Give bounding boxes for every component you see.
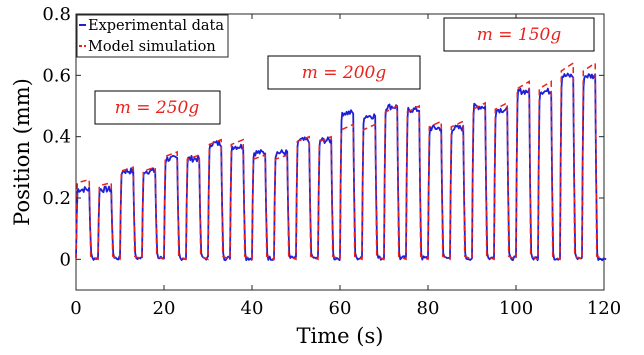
y-axis-label: Position (mm)	[10, 78, 34, 226]
annotation-text: m = 250g	[115, 98, 200, 118]
legend-box	[76, 14, 229, 58]
series-layer	[75, 61, 607, 262]
x-tick-label: 100	[499, 298, 533, 319]
annotation-150g: m = 150g	[443, 17, 595, 52]
x-tick-label: 20	[153, 298, 176, 319]
y-axis: 0 0.2 0.4 0.6 0.8	[42, 4, 604, 270]
y-tick-label: 0	[60, 249, 71, 270]
y-tick-label: 0.8	[42, 4, 71, 25]
x-axis-label: Time (s)	[297, 324, 384, 348]
annotation-text: m = 150g	[477, 25, 562, 45]
annotation-text: m = 200g	[302, 63, 387, 83]
x-tick-label: 80	[417, 298, 440, 319]
annotation-200g: m = 200g	[267, 55, 421, 90]
annotation-box	[443, 17, 595, 52]
legend-label-experimental: Experimental data	[88, 18, 224, 34]
x-tick-label: 60	[329, 298, 352, 319]
x-tick-label: 0	[70, 298, 81, 319]
legend: Experimental data Model simulation	[76, 14, 229, 58]
annotation-box	[267, 55, 421, 90]
x-tick-label: 40	[241, 298, 264, 319]
annotation-box	[94, 90, 221, 125]
x-tick-label: 120	[587, 298, 621, 319]
y-tick-label: 0.4	[42, 127, 71, 148]
annotation-250g: m = 250g	[94, 90, 221, 125]
y-tick-label: 0.2	[42, 188, 71, 209]
legend-label-model: Model simulation	[88, 39, 216, 55]
y-tick-label: 0.6	[42, 65, 71, 86]
x-axis: 0 20 40 60 80 100 120	[70, 14, 621, 319]
